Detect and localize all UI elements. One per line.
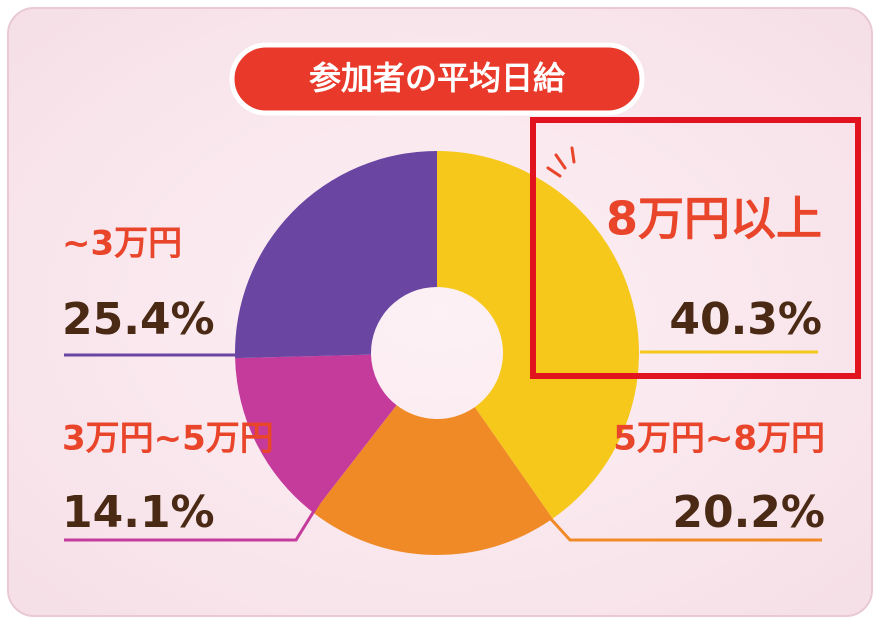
leader-line [548,516,822,542]
highlight-box [530,117,861,379]
donut-chart [235,151,639,556]
value-label: 14.1% [62,487,215,538]
slice [437,151,639,519]
value-label: 20.2% [672,487,825,538]
category-label: 8万円以上 [606,192,822,246]
card [7,7,873,617]
title-pill [229,42,645,116]
sparkle [546,146,576,178]
leader-line [64,497,324,542]
chart-title: 参加者の平均日給 [309,59,566,97]
slice [235,354,397,513]
value-label: 25.4% [62,294,215,345]
value-label: 40.3% [669,294,822,345]
category-label: ~3万円 [62,224,182,264]
slice [313,405,553,556]
slice [235,151,437,359]
category-label: 5万円~8万円 [613,419,825,459]
category-label: 3万円~5万円 [62,419,274,459]
